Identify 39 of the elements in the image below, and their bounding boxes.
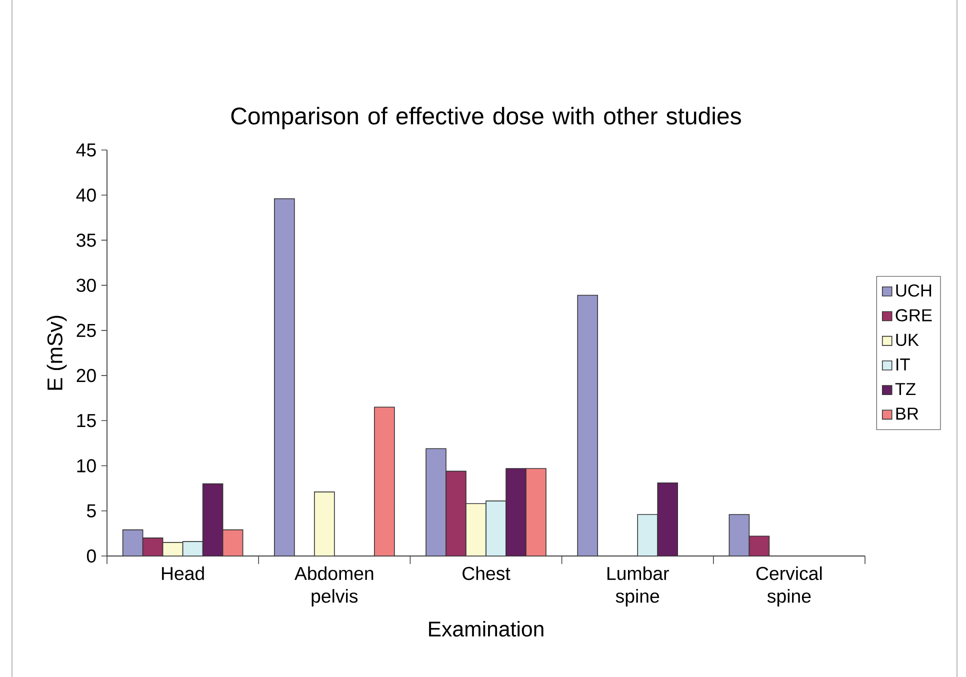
y-tick-label: 30: [76, 278, 96, 292]
x-tick-label: Head: [162, 566, 204, 580]
y-tick-label: 15: [77, 414, 96, 428]
x-tick-label: Abdomen pelvis: [294, 566, 374, 606]
bar: [426, 448, 446, 556]
y-axis-title: E (mSv): [46, 316, 67, 390]
bar: [274, 198, 295, 556]
y-tick-label: 0: [86, 549, 96, 563]
bar: [222, 529, 244, 556]
bar: [314, 492, 335, 556]
y-tick-label: 25: [76, 324, 96, 338]
y-tick-label: 45: [76, 143, 96, 157]
legend-label: GRE: [896, 309, 932, 322]
x-tick-label: Cervical spine: [756, 566, 822, 606]
bar: [526, 468, 546, 556]
y-tick-label: 40: [76, 188, 96, 202]
x-tick-label: Chest: [462, 566, 510, 580]
bar: [142, 538, 164, 556]
x-axis-title: Examination: [429, 620, 544, 637]
bar: [657, 482, 678, 556]
bar: [748, 536, 770, 556]
legend-label: UK: [896, 334, 919, 346]
legend-label: BR: [896, 408, 918, 420]
bar: [374, 406, 395, 556]
legend-label: UCH: [896, 284, 932, 297]
bar: [122, 529, 144, 556]
y-tick-label: 5: [86, 504, 96, 518]
bar: [506, 468, 526, 556]
bar: [728, 514, 750, 556]
bar: [202, 483, 224, 556]
legend-label: IT: [896, 358, 910, 370]
y-tick-label: 10: [77, 459, 96, 472]
y-tick-label: 20: [76, 368, 96, 382]
y-tick-label: 35: [76, 234, 96, 247]
bar: [577, 294, 598, 556]
legend-label: TZ: [895, 383, 916, 396]
chart-title: Comparison of effective dose with other studies: [231, 106, 741, 130]
bar: [446, 470, 466, 556]
x-tick-label: Lumbar spine: [607, 566, 669, 606]
